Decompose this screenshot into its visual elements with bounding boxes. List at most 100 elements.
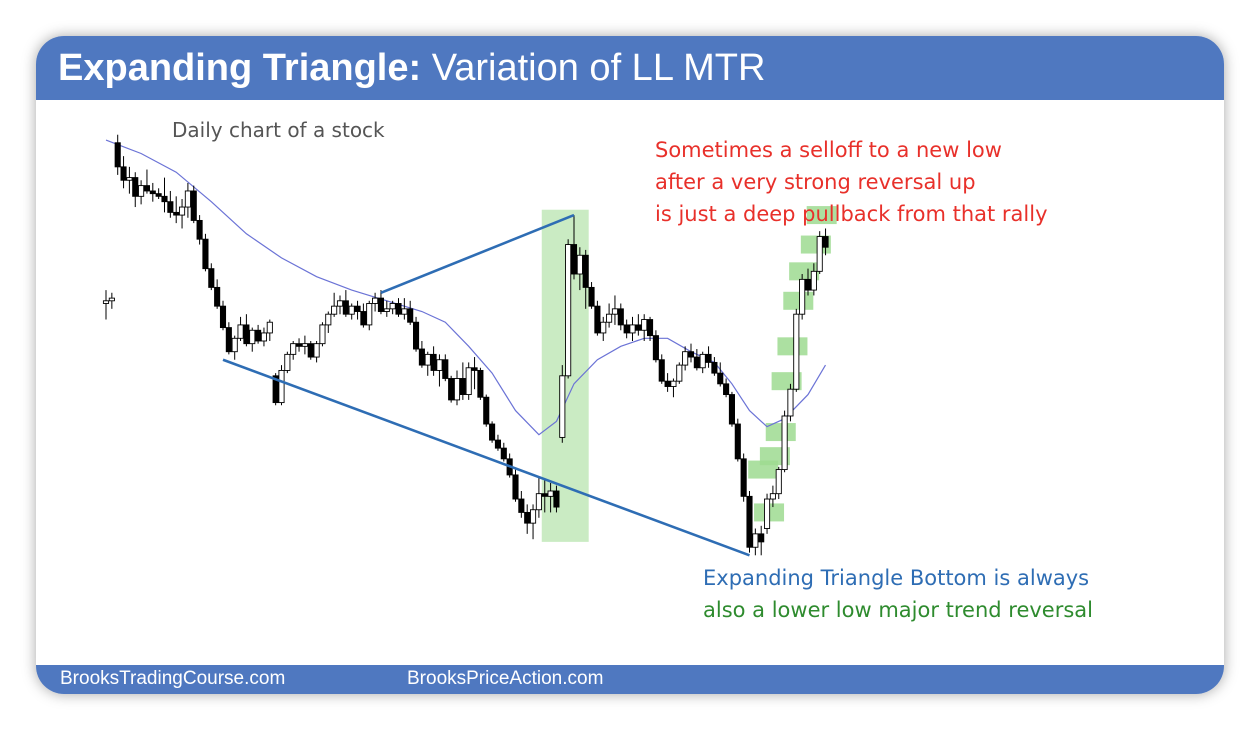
- candle-body-7: [143, 185, 150, 192]
- candle-body-110: [746, 495, 753, 548]
- candle-body-122: [816, 236, 823, 272]
- candle-body-63: [471, 367, 478, 371]
- candle-body-16: [196, 219, 203, 240]
- candle-body-79: [565, 244, 572, 377]
- candle-body-55: [424, 353, 431, 366]
- candle-body-96: [664, 380, 671, 387]
- candle-body-57: [436, 359, 443, 371]
- candle-body-26: [255, 329, 262, 342]
- slide-card: Expanding Triangle: Variation of LL MTR …: [36, 36, 1224, 694]
- candle-body-114: [769, 493, 776, 500]
- candle-body-42: [348, 305, 355, 315]
- red-note-line-2: after a very strong reversal up: [655, 170, 976, 194]
- candle-body-32: [290, 343, 297, 355]
- candle-body-20: [219, 305, 227, 329]
- candle-body-13: [178, 206, 186, 216]
- candle-body-93: [647, 319, 654, 337]
- candle-body-31: [284, 353, 291, 371]
- candle-body-80: [570, 244, 578, 275]
- candle-body-118: [793, 313, 800, 390]
- candle-body-81: [576, 254, 583, 275]
- bar-highlight-box-6: [783, 291, 814, 310]
- candle-body-85: [600, 321, 607, 334]
- candle-body-116: [781, 415, 788, 471]
- candle-body-33: [296, 343, 303, 347]
- candle-body-105: [717, 372, 724, 385]
- candle-body-38: [325, 313, 332, 326]
- candle-body-45: [366, 303, 373, 326]
- title-regular: Variation of LL MTR: [431, 47, 766, 89]
- candle-body-99: [682, 351, 689, 366]
- candle-body-78: [559, 375, 566, 438]
- candle-body-119: [799, 278, 806, 315]
- candle-body-12: [173, 211, 180, 216]
- candle-body-60: [453, 378, 461, 401]
- candle-body-2: [114, 142, 121, 168]
- candle-body-102: [699, 353, 706, 369]
- candle-body-30: [278, 369, 285, 404]
- candle-body-108: [734, 423, 741, 460]
- footer-bar: BrooksTradingCourse.com BrooksPriceActio…: [36, 665, 1224, 694]
- candle-body-54: [418, 348, 425, 366]
- candle-body-68: [500, 447, 507, 460]
- trendline-lower: [222, 358, 750, 557]
- candle-body-27: [260, 332, 268, 342]
- blue-note: Expanding Triangle Bottom is always: [703, 566, 1090, 590]
- candle-body-61: [459, 378, 466, 396]
- candle-body-82: [582, 254, 589, 288]
- candle-body-53: [413, 321, 420, 350]
- candle-body-0: [102, 300, 110, 304]
- chart-subtitle: Daily chart of a stock: [172, 118, 385, 142]
- candle-body-46: [372, 297, 379, 304]
- candle-body-8: [149, 190, 156, 195]
- slide-title: Expanding Triangle: Variation of LL MTR: [58, 44, 765, 92]
- candle-body-89: [623, 324, 630, 334]
- candle-body-5: [132, 177, 139, 197]
- candle-body-47: [377, 297, 385, 312]
- candle-body-35: [307, 343, 314, 358]
- candle-body-94: [652, 335, 659, 361]
- candle-body-101: [693, 356, 700, 369]
- candle-body-28: [266, 321, 273, 334]
- candle-body-75: [541, 493, 548, 497]
- candle-body-56: [430, 353, 437, 371]
- candle-body-71: [518, 498, 525, 513]
- candle-body-74: [535, 493, 542, 511]
- candle-body-25: [249, 329, 256, 345]
- candle-body-72: [524, 511, 531, 524]
- candle-body-21: [225, 327, 232, 353]
- candle-body-17: [202, 238, 209, 270]
- candle-body-14: [184, 190, 191, 208]
- candle-body-73: [530, 509, 537, 524]
- candle-body-51: [401, 308, 408, 315]
- candle-body-70: [512, 474, 519, 500]
- candle-body-58: [442, 359, 449, 379]
- title-bold: Expanding Triangle:: [58, 47, 422, 89]
- candle-body-11: [167, 201, 174, 213]
- candle-body-111: [752, 533, 759, 548]
- candle-body-107: [728, 394, 735, 425]
- candle-body-120: [804, 278, 812, 291]
- trendline-upper: [380, 213, 575, 294]
- candle-body-52: [407, 308, 414, 323]
- candle-body-50: [395, 303, 402, 315]
- candle-body-113: [764, 498, 771, 529]
- candle-body-95: [658, 359, 665, 382]
- candle-body-18: [208, 268, 215, 288]
- footer-right-link[interactable]: BrooksPriceAction.com: [407, 668, 604, 689]
- candle-body-109: [740, 458, 747, 497]
- footer-left-link[interactable]: BrooksTradingCourse.com: [60, 668, 286, 689]
- candle-body-40: [336, 300, 344, 307]
- candle-body-49: [389, 303, 396, 310]
- red-note-line-3: is just a deep pullback from that rally: [655, 202, 1048, 226]
- candle-body-62: [465, 367, 472, 396]
- candle-body-23: [237, 324, 244, 339]
- bar-highlight-box-5: [777, 337, 808, 356]
- candle-body-67: [494, 439, 502, 449]
- candle-body-22: [231, 337, 238, 353]
- candle-body-4: [126, 177, 133, 181]
- candle-body-36: [313, 343, 320, 358]
- candle-body-87: [611, 308, 618, 315]
- moving-average-line: [105, 139, 827, 436]
- candle-body-66: [489, 423, 496, 441]
